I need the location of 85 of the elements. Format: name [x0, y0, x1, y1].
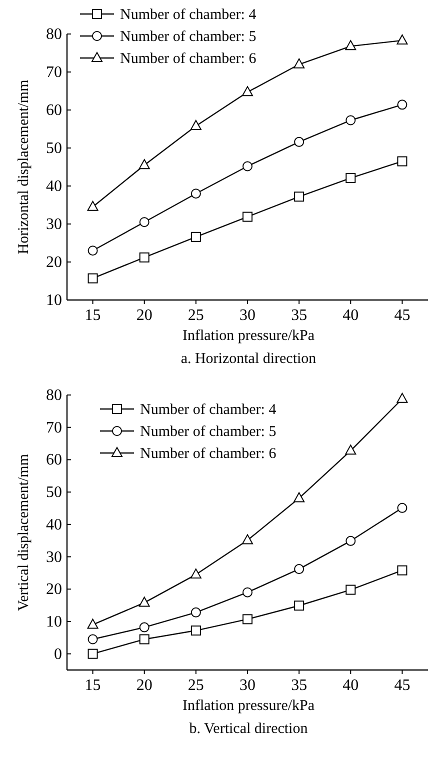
x-tick-label: 40 — [342, 677, 359, 694]
point — [397, 565, 408, 576]
point — [294, 564, 304, 574]
point — [345, 40, 356, 50]
x-tick-label: 35 — [291, 677, 308, 694]
point — [294, 600, 304, 611]
point — [346, 536, 356, 546]
point — [397, 502, 408, 513]
point — [139, 217, 150, 228]
x-tick-label: 20 — [136, 677, 152, 694]
y-axis-title: Horizontal displacement/mm — [16, 79, 32, 254]
point — [138, 159, 150, 170]
y-tick-label: 60 — [46, 102, 62, 119]
x-tick-label: 20 — [136, 307, 152, 324]
point — [190, 607, 201, 618]
y-tick-label: 0 — [54, 646, 62, 663]
point — [88, 246, 98, 256]
point — [87, 618, 98, 629]
y-tick-label: 60 — [46, 452, 62, 469]
point — [88, 634, 98, 644]
point — [190, 568, 202, 579]
point — [397, 100, 408, 110]
point — [346, 115, 356, 126]
point — [294, 192, 304, 202]
point — [346, 584, 356, 595]
x-tick-label: 35 — [291, 307, 308, 324]
y-tick-label: 20 — [46, 581, 62, 598]
x-tick-label: 25 — [188, 307, 204, 324]
y-tick-label: 50 — [46, 140, 62, 157]
point — [139, 622, 150, 632]
point — [396, 34, 408, 44]
legend-label: Number of chamber: 5 — [120, 29, 256, 45]
point — [190, 188, 201, 199]
y-axis-title: Vertical displacement/mm — [16, 454, 32, 612]
y-tick-label: 70 — [46, 419, 62, 436]
legend-label: Number of chamber: 4 — [120, 7, 257, 23]
text: a. Horizontal direction — [180, 351, 317, 367]
point — [242, 587, 252, 598]
point — [139, 252, 150, 262]
legend-label: Number of chamber: 4 — [140, 402, 277, 418]
y-tick-label: 50 — [46, 484, 62, 502]
text: b. Vertical direction — [189, 721, 308, 737]
point — [397, 156, 408, 166]
x-tick-label: 15 — [84, 307, 101, 324]
point — [190, 626, 201, 636]
point — [88, 648, 98, 659]
point — [242, 614, 252, 624]
point — [345, 444, 356, 455]
point — [346, 173, 356, 184]
y-tick-label: 80 — [46, 26, 62, 43]
y-tick-label: 70 — [46, 64, 62, 81]
x-tick-label: 40 — [342, 307, 359, 324]
x-tick-label: 30 — [240, 677, 256, 694]
x-axis-title: Inflation pressure/kPa — [182, 698, 315, 714]
x-tick-label: 25 — [188, 677, 204, 694]
x-axis-title: Inflation pressure/kPa — [182, 328, 315, 344]
y-tick-label: 10 — [46, 292, 62, 309]
y-tick-label: 80 — [46, 387, 62, 404]
y-tick-label: 20 — [46, 254, 62, 271]
point — [190, 232, 201, 242]
point — [87, 200, 98, 211]
point — [294, 492, 305, 502]
y-tick-label: 30 — [46, 548, 62, 566]
point — [88, 273, 98, 284]
point — [138, 596, 150, 607]
x-tick-label: 45 — [394, 307, 410, 324]
y-tick-label: 40 — [46, 516, 62, 534]
legend-label: Number of chamber: 5 — [140, 424, 276, 440]
point — [396, 392, 408, 403]
point — [294, 58, 305, 68]
y-tick-label: 30 — [46, 216, 62, 233]
point — [242, 212, 252, 222]
legend-label: Number of chamber: 6 — [120, 51, 257, 67]
y-tick-label: 40 — [46, 178, 62, 195]
point — [242, 161, 252, 172]
x-tick-label: 30 — [240, 307, 256, 324]
point — [242, 86, 253, 96]
x-tick-label: 15 — [84, 677, 101, 694]
y-tick-label: 10 — [46, 613, 62, 630]
point — [139, 634, 150, 644]
point — [294, 136, 304, 147]
point — [242, 534, 253, 544]
legend-label: Number of chamber: 6 — [140, 446, 277, 462]
x-tick-label: 45 — [394, 677, 410, 694]
point — [190, 120, 202, 130]
